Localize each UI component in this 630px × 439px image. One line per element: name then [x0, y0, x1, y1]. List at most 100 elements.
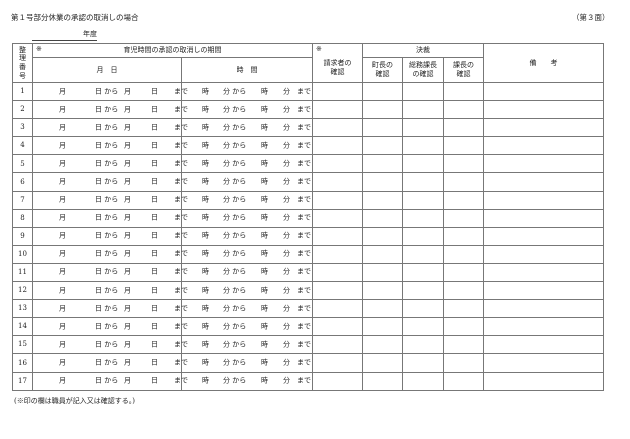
time-range-cell[interactable]: 時 分 から 時 分まで [181, 299, 313, 319]
requester-check-cell[interactable] [312, 244, 363, 264]
mayor-check-cell[interactable] [362, 190, 403, 210]
section-chief-check-cell[interactable] [443, 190, 484, 210]
remarks-cell[interactable] [483, 335, 604, 355]
remarks-cell[interactable] [483, 262, 604, 283]
date-range-cell[interactable]: 月日 から月日まで [32, 190, 188, 210]
general-affairs-check-cell[interactable] [402, 100, 444, 120]
mayor-check-cell[interactable] [362, 208, 403, 228]
remarks-cell[interactable] [483, 100, 604, 120]
mayor-check-cell[interactable] [362, 136, 403, 156]
time-range-cell[interactable]: 時 分 から 時 分まで [181, 317, 313, 337]
section-chief-check-cell[interactable] [443, 100, 484, 120]
general-affairs-check-cell[interactable] [402, 335, 444, 355]
time-range-cell[interactable]: 時 分 から 時 分まで [181, 244, 313, 264]
general-affairs-check-cell[interactable] [402, 154, 444, 174]
requester-check-cell[interactable] [312, 208, 363, 228]
time-range-cell[interactable]: 時 分 から 時 分まで [181, 172, 313, 192]
mayor-check-cell[interactable] [362, 317, 403, 337]
time-range-cell[interactable]: 時 分 から 時 分まで [181, 118, 313, 138]
requester-check-cell[interactable] [312, 262, 363, 283]
date-range-cell[interactable]: 月日 から月日まで [32, 81, 188, 102]
time-range-cell[interactable]: 時 分 から 時 分まで [181, 136, 313, 156]
general-affairs-check-cell[interactable] [402, 317, 444, 337]
date-range-cell[interactable]: 月日 から月日まで [32, 100, 188, 120]
general-affairs-check-cell[interactable] [402, 281, 444, 301]
requester-check-cell[interactable] [312, 136, 363, 156]
date-range-cell[interactable]: 月日 から月日まで [32, 208, 188, 228]
mayor-check-cell[interactable] [362, 172, 403, 192]
section-chief-check-cell[interactable] [443, 262, 484, 283]
section-chief-check-cell[interactable] [443, 335, 484, 355]
mayor-check-cell[interactable] [362, 299, 403, 319]
general-affairs-check-cell[interactable] [402, 172, 444, 192]
date-range-cell[interactable]: 月日 から月日まで [32, 353, 188, 373]
remarks-cell[interactable] [483, 371, 604, 391]
general-affairs-check-cell[interactable] [402, 118, 444, 138]
mayor-check-cell[interactable] [362, 100, 403, 120]
section-chief-check-cell[interactable] [443, 317, 484, 337]
general-affairs-check-cell[interactable] [402, 262, 444, 283]
date-range-cell[interactable]: 月日 から月日まで [32, 118, 188, 138]
section-chief-check-cell[interactable] [443, 371, 484, 391]
remarks-cell[interactable] [483, 172, 604, 192]
mayor-check-cell[interactable] [362, 281, 403, 301]
date-range-cell[interactable]: 月日 から月日まで [32, 281, 188, 301]
time-range-cell[interactable]: 時 分 から 時 分まで [181, 81, 313, 102]
mayor-check-cell[interactable] [362, 81, 403, 102]
section-chief-check-cell[interactable] [443, 172, 484, 192]
time-range-cell[interactable]: 時 分 から 時 分まで [181, 100, 313, 120]
section-chief-check-cell[interactable] [443, 226, 484, 246]
general-affairs-check-cell[interactable] [402, 371, 444, 391]
section-chief-check-cell[interactable] [443, 81, 484, 102]
general-affairs-check-cell[interactable] [402, 81, 444, 102]
remarks-cell[interactable] [483, 154, 604, 174]
remarks-cell[interactable] [483, 353, 604, 373]
general-affairs-check-cell[interactable] [402, 244, 444, 264]
mayor-check-cell[interactable] [362, 244, 403, 264]
requester-check-cell[interactable] [312, 118, 363, 138]
requester-check-cell[interactable] [312, 172, 363, 192]
general-affairs-check-cell[interactable] [402, 299, 444, 319]
section-chief-check-cell[interactable] [443, 136, 484, 156]
time-range-cell[interactable]: 時 分 から 時 分まで [181, 190, 313, 210]
date-range-cell[interactable]: 月日 から月日まで [32, 317, 188, 337]
general-affairs-check-cell[interactable] [402, 208, 444, 228]
mayor-check-cell[interactable] [362, 118, 403, 138]
section-chief-check-cell[interactable] [443, 281, 484, 301]
section-chief-check-cell[interactable] [443, 353, 484, 373]
section-chief-check-cell[interactable] [443, 299, 484, 319]
requester-check-cell[interactable] [312, 299, 363, 319]
remarks-cell[interactable] [483, 190, 604, 210]
date-range-cell[interactable]: 月日 から月日まで [32, 371, 188, 391]
time-range-cell[interactable]: 時 分 から 時 分まで [181, 208, 313, 228]
requester-check-cell[interactable] [312, 281, 363, 301]
mayor-check-cell[interactable] [362, 353, 403, 373]
remarks-cell[interactable] [483, 281, 604, 301]
time-range-cell[interactable]: 時 分 から 時 分まで [181, 262, 313, 283]
mayor-check-cell[interactable] [362, 226, 403, 246]
date-range-cell[interactable]: 月日 から月日まで [32, 262, 188, 283]
requester-check-cell[interactable] [312, 226, 363, 246]
remarks-cell[interactable] [483, 136, 604, 156]
date-range-cell[interactable]: 月日 から月日まで [32, 172, 188, 192]
requester-check-cell[interactable] [312, 317, 363, 337]
remarks-cell[interactable] [483, 208, 604, 228]
time-range-cell[interactable]: 時 分 から 時 分まで [181, 281, 313, 301]
remarks-cell[interactable] [483, 81, 604, 102]
requester-check-cell[interactable] [312, 100, 363, 120]
date-range-cell[interactable]: 月日 から月日まで [32, 154, 188, 174]
section-chief-check-cell[interactable] [443, 118, 484, 138]
fiscal-year-field[interactable]: 年度 [32, 29, 97, 41]
time-range-cell[interactable]: 時 分 から 時 分まで [181, 226, 313, 246]
remarks-cell[interactable] [483, 317, 604, 337]
requester-check-cell[interactable] [312, 335, 363, 355]
date-range-cell[interactable]: 月日 から月日まで [32, 335, 188, 355]
general-affairs-check-cell[interactable] [402, 353, 444, 373]
date-range-cell[interactable]: 月日 から月日まで [32, 299, 188, 319]
section-chief-check-cell[interactable] [443, 154, 484, 174]
mayor-check-cell[interactable] [362, 154, 403, 174]
mayor-check-cell[interactable] [362, 371, 403, 391]
general-affairs-check-cell[interactable] [402, 136, 444, 156]
mayor-check-cell[interactable] [362, 335, 403, 355]
general-affairs-check-cell[interactable] [402, 226, 444, 246]
